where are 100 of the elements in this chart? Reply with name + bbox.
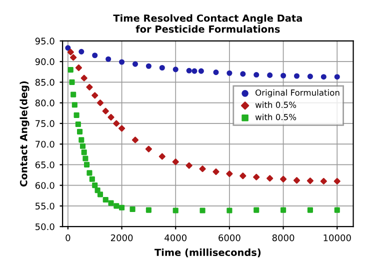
point <box>146 207 152 213</box>
point <box>106 56 112 62</box>
point <box>198 68 204 74</box>
legend-label: with 0.5% <box>255 102 296 108</box>
x-axis-title: Time (milliseconds) <box>154 248 261 258</box>
point <box>307 207 313 213</box>
point <box>130 206 136 212</box>
point <box>186 162 192 169</box>
point <box>306 178 314 184</box>
point <box>78 48 84 54</box>
point <box>75 122 81 128</box>
point <box>67 48 74 56</box>
x-tick-label: 8000 <box>272 234 294 242</box>
point <box>132 136 139 144</box>
point <box>159 64 165 71</box>
point <box>70 92 76 98</box>
point <box>65 45 71 51</box>
point <box>74 112 80 118</box>
point <box>226 208 232 214</box>
point <box>172 208 178 214</box>
y-tick-label: 75.0 <box>36 120 54 128</box>
point <box>82 156 88 162</box>
point <box>280 207 286 213</box>
point <box>172 66 178 72</box>
chart-title: Time Resolved Contact Angle Data for Pesticide Formulations <box>113 14 302 33</box>
point <box>132 61 138 67</box>
legend-label: Original Formulation <box>256 89 340 98</box>
point <box>334 178 340 185</box>
y-tick-label: 80.0 <box>35 100 54 106</box>
point <box>97 192 104 198</box>
point <box>81 150 87 156</box>
point <box>75 64 82 72</box>
y-tick-label: 55.0 <box>36 202 54 210</box>
point <box>192 68 198 74</box>
point <box>307 74 313 80</box>
point <box>102 196 108 203</box>
point <box>267 72 273 78</box>
point <box>334 207 340 213</box>
point <box>119 59 125 65</box>
point <box>108 114 114 121</box>
point <box>253 174 260 180</box>
point <box>69 79 75 85</box>
point <box>86 84 93 90</box>
point <box>334 74 340 80</box>
point <box>84 162 90 168</box>
point <box>240 71 246 77</box>
point <box>78 137 84 143</box>
x-tick-label: 4000 <box>164 234 187 242</box>
point <box>146 63 152 69</box>
point <box>280 176 287 182</box>
point <box>158 153 166 160</box>
point <box>293 177 300 184</box>
point <box>294 73 300 79</box>
point <box>226 170 233 178</box>
y-tick-label: 95.0 <box>35 38 54 45</box>
point <box>70 54 77 61</box>
y-tick-label: 50.0 <box>36 223 54 230</box>
x-tick-label: 2000 <box>110 234 133 242</box>
point <box>172 158 179 166</box>
point <box>213 70 219 76</box>
point <box>80 74 88 82</box>
y-axis-title: Contact Angle(deg) <box>20 81 30 187</box>
point <box>92 52 98 58</box>
point <box>118 125 126 132</box>
point <box>86 170 92 176</box>
point <box>108 200 114 206</box>
point <box>254 72 260 78</box>
point <box>113 120 120 127</box>
point <box>199 166 206 172</box>
point <box>254 207 260 213</box>
point <box>226 70 232 76</box>
y-tick-label: 70.0 <box>36 140 54 148</box>
point <box>72 102 78 108</box>
point <box>89 176 95 182</box>
y-tick-label: 65.0 <box>35 161 54 168</box>
point <box>92 92 98 99</box>
point <box>119 204 125 210</box>
point <box>77 128 83 134</box>
point <box>280 72 286 78</box>
legend-label: with 0.5% <box>255 114 296 120</box>
point <box>212 168 220 176</box>
point <box>266 175 274 182</box>
point <box>145 146 152 152</box>
point <box>92 182 98 188</box>
x-tick-label: 10000 <box>324 234 351 242</box>
point <box>96 100 104 106</box>
point <box>114 203 120 209</box>
point <box>200 208 206 214</box>
point <box>320 74 326 80</box>
point <box>240 172 246 180</box>
x-tick-label: 0 <box>66 234 70 242</box>
y-tick-label: 90.0 <box>35 58 54 66</box>
y-tick-label: 60.0 <box>35 182 54 189</box>
y-tick-label: 85.0 <box>35 78 54 86</box>
point <box>102 108 109 114</box>
point <box>68 67 74 73</box>
point <box>186 68 192 74</box>
point <box>80 143 86 149</box>
x-tick-label: 6000 <box>218 234 240 242</box>
point <box>320 178 327 185</box>
